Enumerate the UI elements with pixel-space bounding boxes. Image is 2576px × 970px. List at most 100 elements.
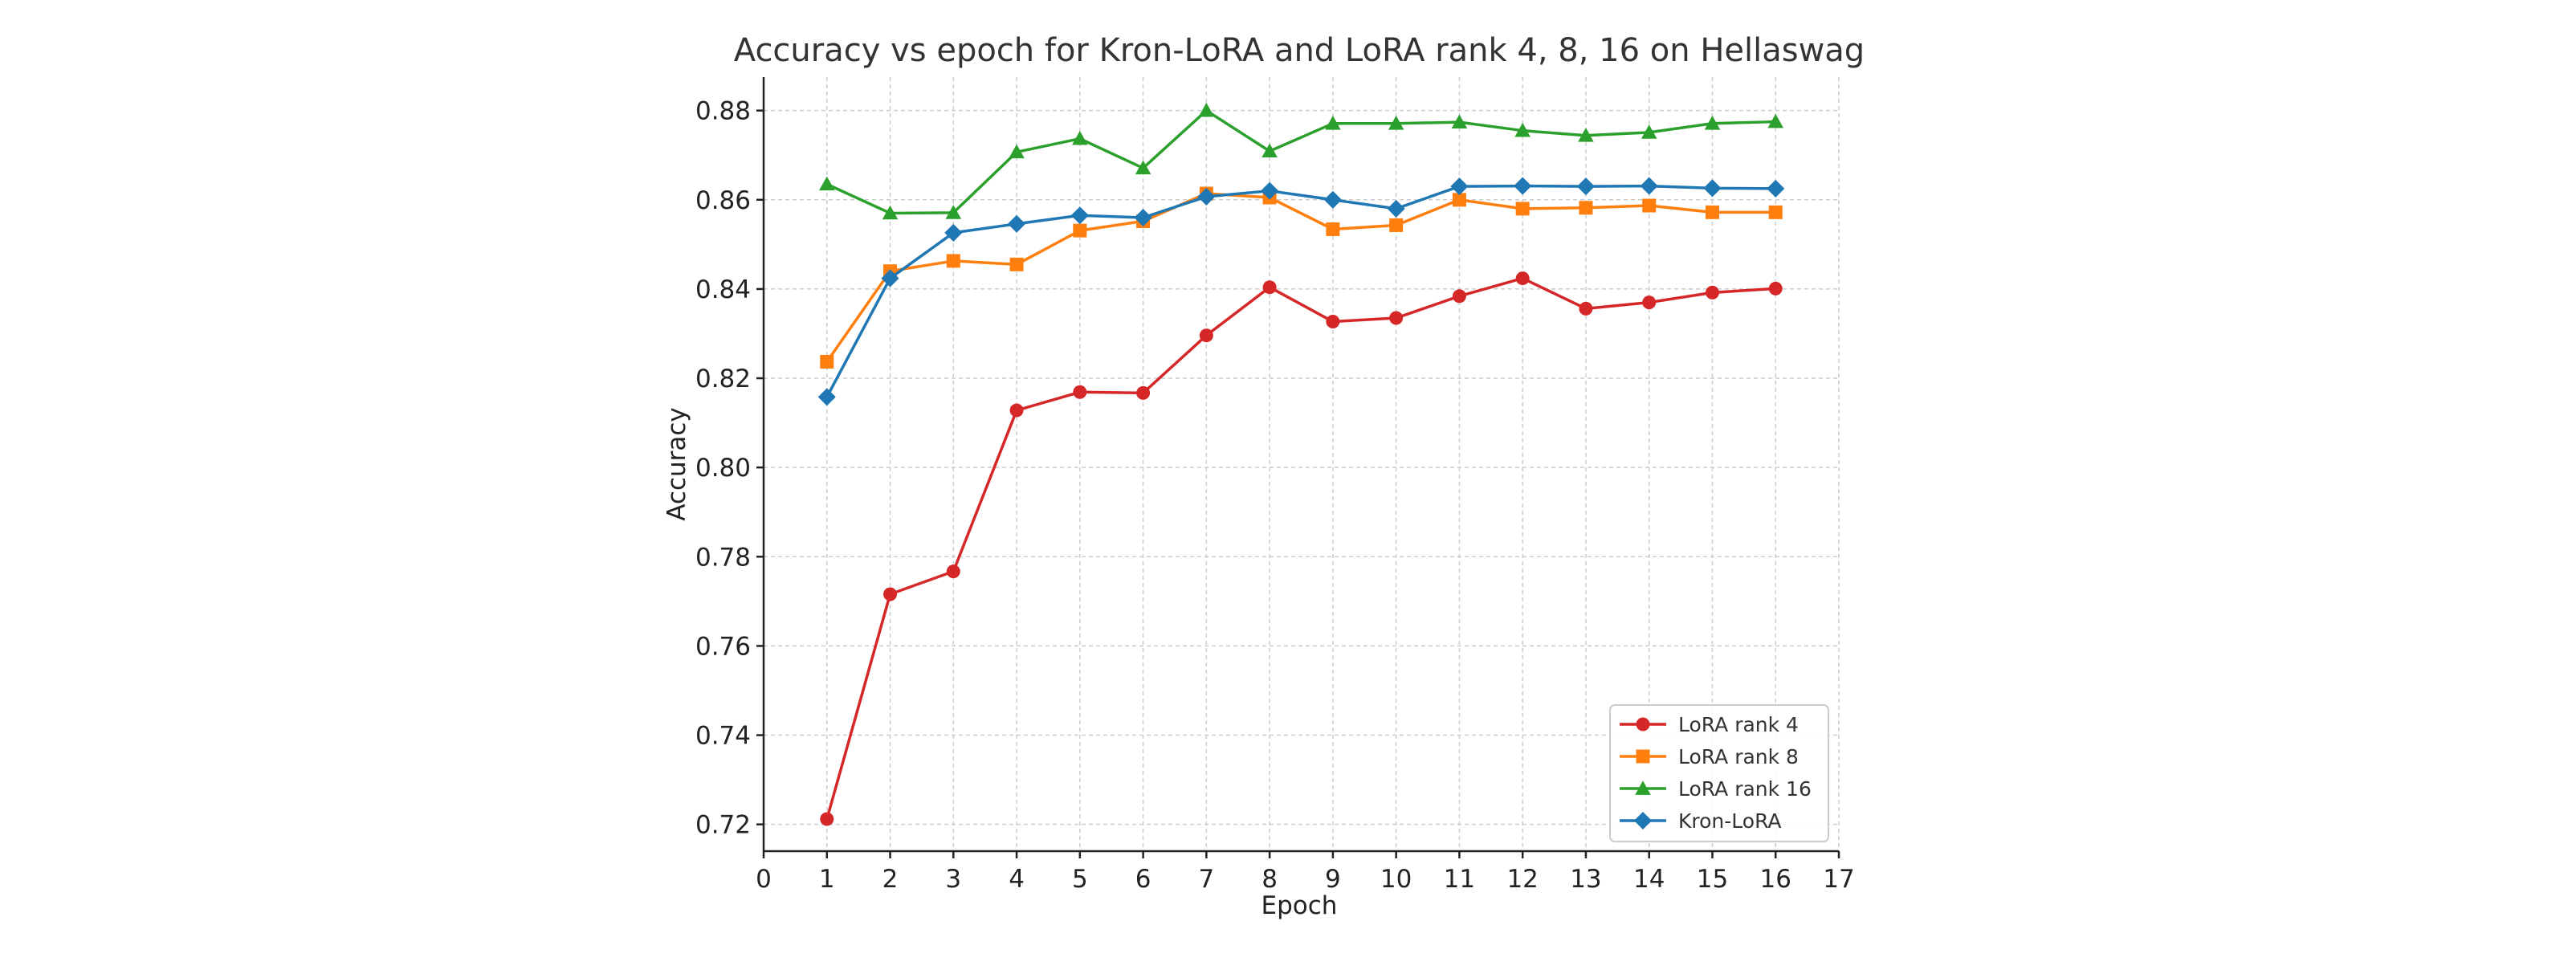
y-tick-label: 0.86	[695, 186, 751, 215]
data-point-lora-rank-8	[1768, 205, 1783, 219]
legend-item: LoRA rank 4	[1620, 713, 1799, 736]
series-line-lora-rank-4	[825, 276, 1776, 820]
y-tick-label: 0.88	[695, 97, 751, 126]
data-point-kron-lora	[1070, 206, 1089, 225]
y-tick-label: 0.76	[695, 632, 751, 661]
legend-marker	[1636, 717, 1650, 732]
legend-marker	[1633, 811, 1653, 830]
series-lora-rank-8	[820, 186, 1783, 369]
legend-box	[1609, 704, 1829, 842]
data-point-lora-rank-8	[1642, 198, 1657, 213]
x-tick-label: 12	[1506, 865, 1538, 894]
legend-marker	[1635, 780, 1651, 795]
legend-label: LoRA rank 16	[1678, 777, 1812, 801]
x-tick-label: 11	[1444, 865, 1475, 894]
data-point-lora-rank-8	[1452, 193, 1466, 207]
data-point-lora-rank-4	[1073, 385, 1087, 399]
y-tick-label: 0.84	[695, 275, 751, 304]
data-point-lora-rank-8	[1009, 257, 1024, 271]
data-point-kron-lora	[1576, 177, 1595, 196]
data-point-kron-lora	[881, 269, 899, 287]
x-tick-label: 1	[819, 865, 835, 894]
data-point-lora-rank-16	[1514, 122, 1531, 137]
data-point-lora-rank-4	[1262, 280, 1277, 295]
data-point-lora-rank-4	[1009, 403, 1024, 418]
x-tick-label: 6	[1135, 865, 1151, 894]
y-tick-label: 0.74	[695, 722, 751, 751]
data-point-lora-rank-4	[820, 812, 834, 826]
series-line-lora-rank-8	[825, 192, 1776, 363]
legend-item: LoRA rank 16	[1620, 777, 1812, 801]
x-tick-label: 15	[1697, 865, 1728, 894]
data-point-lora-rank-4	[1136, 385, 1151, 400]
legend-marker	[1636, 749, 1650, 764]
chart-title: Accuracy vs epoch for Kron-LoRA and LoRA…	[734, 32, 1865, 69]
x-tick-label: 4	[1009, 865, 1025, 894]
x-axis-label: Epoch	[1262, 891, 1338, 920]
data-point-lora-rank-16	[1135, 160, 1151, 175]
data-point-lora-rank-4	[1389, 311, 1404, 325]
data-point-lora-rank-16	[1072, 130, 1088, 145]
data-point-kron-lora	[1514, 177, 1532, 195]
data-point-lora-rank-16	[1641, 124, 1657, 139]
x-tick-label: 14	[1633, 865, 1665, 894]
axes	[762, 77, 1839, 853]
data-point-lora-rank-8	[1579, 201, 1593, 215]
data-point-lora-rank-8	[1515, 202, 1530, 216]
data-point-lora-rank-8	[946, 254, 960, 268]
x-tick-label: 9	[1325, 865, 1341, 894]
data-point-lora-rank-4	[1199, 328, 1213, 343]
x-tick-label: 0	[756, 865, 772, 894]
data-point-lora-rank-16	[1325, 116, 1341, 130]
data-point-lora-rank-16	[1198, 102, 1215, 117]
x-tick-label: 10	[1380, 865, 1412, 894]
series-line-lora-rank-16	[826, 108, 1776, 215]
series-lora-rank-16	[818, 102, 1784, 220]
data-point-kron-lora	[1197, 187, 1216, 206]
data-point-lora-rank-16	[1451, 114, 1468, 128]
data-point-lora-rank-8	[820, 354, 834, 369]
y-axis-label: Accuracy	[662, 407, 691, 521]
data-point-lora-rank-4	[1452, 289, 1466, 304]
data-point-kron-lora	[1703, 179, 1722, 198]
y-tick-label: 0.72	[695, 811, 751, 840]
data-point-kron-lora	[1261, 181, 1279, 200]
data-point-lora-rank-4	[1705, 285, 1719, 300]
data-point-kron-lora	[1323, 190, 1342, 209]
data-point-lora-rank-16	[818, 176, 835, 191]
x-tick-label: 7	[1198, 865, 1214, 894]
data-point-kron-lora	[1387, 199, 1405, 218]
data-point-kron-lora	[1767, 179, 1785, 198]
data-point-lora-rank-16	[1009, 144, 1025, 159]
data-point-lora-rank-4	[1326, 314, 1340, 328]
data-point-lora-rank-4	[1579, 301, 1593, 316]
y-tick-label: 0.82	[695, 365, 751, 393]
data-point-lora-rank-8	[1705, 205, 1719, 219]
series-line-kron-lora	[825, 184, 1776, 398]
data-point-lora-rank-16	[1578, 128, 1594, 142]
data-point-kron-lora	[1008, 214, 1026, 233]
y-tick-label: 0.80	[695, 454, 751, 483]
data-point-lora-rank-4	[946, 564, 960, 579]
data-point-lora-rank-8	[1326, 222, 1340, 236]
data-point-lora-rank-8	[1073, 223, 1087, 238]
series-lora-rank-4	[820, 271, 1783, 826]
x-tick-label: 5	[1072, 865, 1088, 894]
legend-item: Kron-LoRA	[1620, 809, 1782, 833]
data-point-lora-rank-4	[1768, 281, 1783, 295]
data-point-lora-rank-16	[1388, 116, 1404, 130]
data-point-lora-rank-16	[882, 205, 899, 220]
data-point-kron-lora	[817, 388, 836, 406]
data-point-lora-rank-16	[1704, 116, 1721, 130]
data-point-kron-lora	[1450, 177, 1469, 196]
data-point-lora-rank-8	[1389, 218, 1404, 232]
x-tick-label: 16	[1760, 865, 1791, 894]
data-point-lora-rank-16	[1262, 143, 1278, 158]
ticks: 0 1 2 3 4 5 6 7 8 9 10 11 12 13 14 15 16 170.720.740.760.…	[695, 97, 1855, 894]
data-point-lora-rank-4	[1642, 295, 1657, 310]
series-layer	[817, 102, 1785, 826]
x-tick-label: 13	[1570, 865, 1601, 894]
legend-label: Kron-LoRA	[1678, 809, 1782, 833]
